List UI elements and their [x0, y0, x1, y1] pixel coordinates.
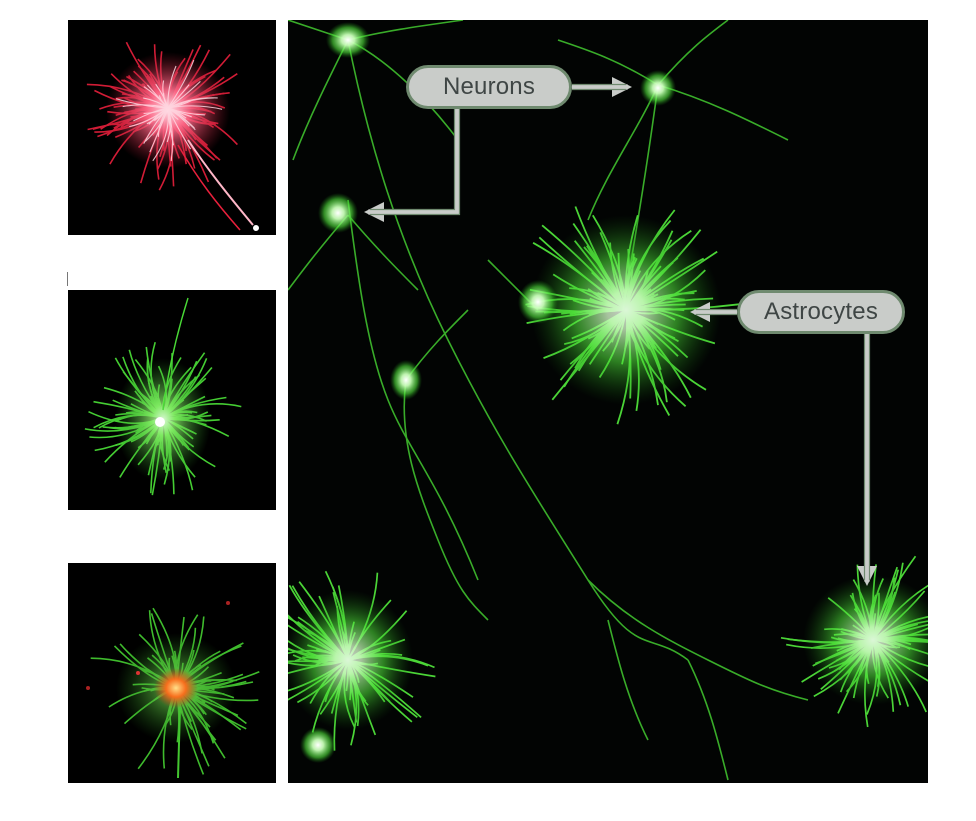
- divider-tick: [67, 272, 68, 286]
- cell-process: [167, 65, 177, 109]
- cell-process: [167, 59, 195, 109]
- neuron-astrocyte-culture-image: [288, 20, 928, 781]
- astrocyte-green-stain-image: [84, 297, 242, 496]
- astrocyte-red-stain-image: [86, 41, 259, 231]
- cell-process: [145, 107, 169, 142]
- astrocyte-green-stain-panel: [68, 290, 276, 510]
- cell-process: [167, 102, 183, 109]
- neuron-astrocyte-culture-panel: [288, 20, 928, 783]
- cell-process: [143, 97, 169, 109]
- cell-process: [133, 107, 169, 122]
- cell-process: [167, 99, 195, 109]
- neurons-label: Neurons: [406, 65, 572, 109]
- cell-process: [143, 107, 169, 144]
- cell-process: [122, 104, 169, 109]
- astrocyte-merged-stain-image: [86, 601, 260, 779]
- cell-process: [167, 107, 205, 116]
- astrocytes-label: Astrocytes: [737, 290, 905, 334]
- astrocyte-red-stain-panel: [68, 20, 276, 235]
- cell-process: [166, 107, 171, 143]
- astrocyte-merged-stain-panel: [68, 563, 276, 783]
- cell-process: [155, 83, 169, 109]
